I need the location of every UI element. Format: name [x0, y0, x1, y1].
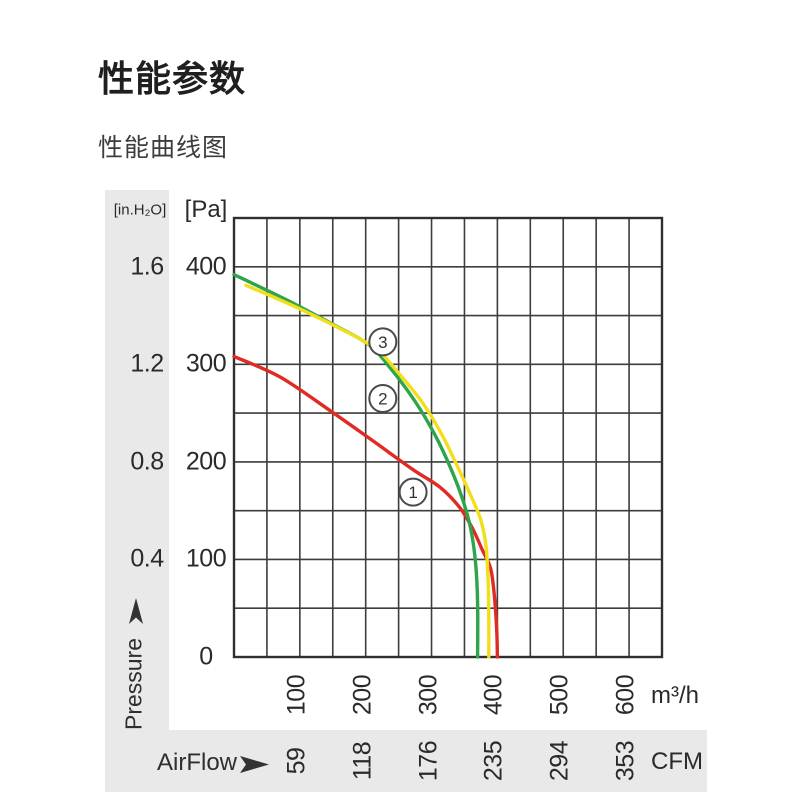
cfm-tick-294: 294	[545, 740, 574, 782]
curve-1-marker: 1	[398, 477, 428, 507]
y-tick-inh2o-1.6: 1.6	[130, 252, 164, 281]
airflow-axis-text: AirFlow	[157, 749, 238, 776]
airflow-axis-label: AirFlow	[157, 749, 270, 777]
y-tick-inh2o-0.8: 0.8	[130, 447, 164, 476]
airflow-right-arrow-icon	[240, 755, 270, 776]
curve-3-marker: 3	[368, 327, 398, 357]
x-tick-500: 500	[545, 674, 574, 716]
y-tick-pa-300: 300	[185, 349, 227, 378]
cfm-tick-59: 59	[282, 747, 311, 775]
y-tick-inh2o-0.4: 0.4	[130, 544, 164, 573]
chart-subtitle: 性能曲线图	[98, 134, 229, 162]
curve-3-marker-digit: 3	[378, 333, 387, 352]
y-tick-pa-200: 200	[185, 447, 227, 476]
x-tick-300: 300	[414, 674, 443, 716]
left-axis-strip	[105, 190, 169, 792]
x-tick-100: 100	[282, 674, 311, 716]
pa-unit-label: [Pa]	[184, 196, 228, 223]
y-tick-pa-100: 100	[185, 544, 227, 573]
curve-1-marker-circle	[398, 477, 428, 507]
x-tick-400: 400	[479, 674, 508, 716]
inh2o-unit-label: [in.H₂O]	[113, 201, 167, 219]
curve-2-marker: 2	[368, 383, 398, 413]
page-title: 性能参数	[98, 58, 247, 99]
curve-3-marker-circle	[368, 327, 398, 357]
x-tick-200: 200	[348, 674, 377, 716]
flow-unit-label: m³/h	[651, 682, 699, 709]
curve-2-marker-circle	[368, 383, 398, 413]
cfm-unit-label: CFM	[651, 748, 703, 775]
cfm-tick-176: 176	[414, 740, 443, 782]
cfm-tick-353: 353	[611, 740, 640, 782]
curve-2-marker-digit: 2	[378, 389, 387, 408]
curve-3	[244, 283, 491, 659]
y-tick-pa-400: 400	[185, 252, 227, 281]
y-tick-pa-0: 0	[199, 642, 213, 671]
pressure-up-arrow-icon	[129, 598, 143, 624]
x-tick-600: 600	[611, 674, 640, 716]
curve-2	[232, 272, 480, 659]
curve-1-marker-digit: 1	[408, 483, 417, 502]
curve-1	[232, 354, 500, 659]
y-tick-inh2o-1.2: 1.2	[130, 349, 164, 378]
cfm-tick-235: 235	[479, 740, 508, 782]
bottom-axis-strip	[105, 730, 707, 792]
cfm-tick-118: 118	[348, 741, 377, 781]
plot-border	[232, 216, 664, 659]
grid-lines	[234, 218, 662, 657]
